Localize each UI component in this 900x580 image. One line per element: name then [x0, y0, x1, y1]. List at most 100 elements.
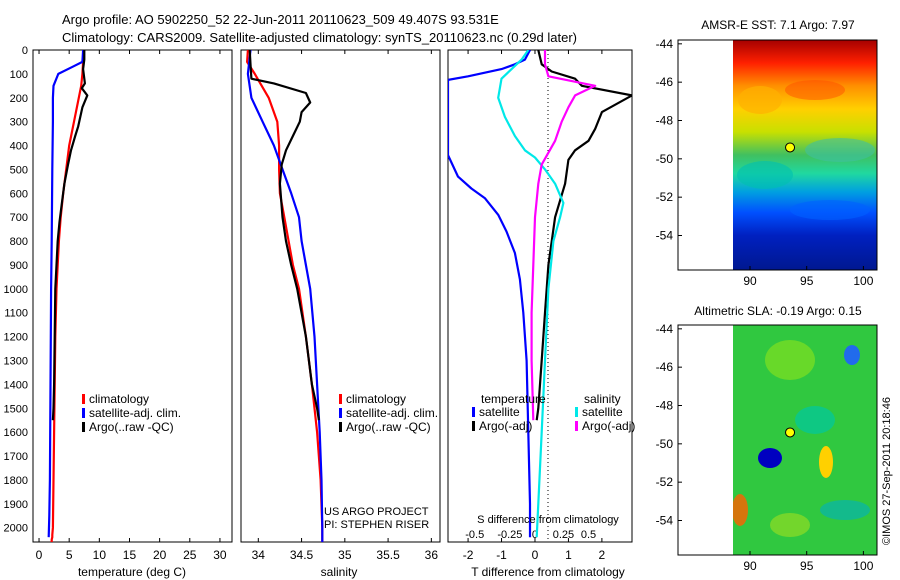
legend-label: satellite-adj. clim. — [346, 406, 438, 420]
sla-blob — [844, 345, 860, 365]
legend-swatch — [575, 421, 578, 431]
x-tick-label: 34.5 — [290, 548, 314, 562]
map-y-tick-label: -44 — [656, 322, 674, 336]
depth-tick-label: 400 — [10, 141, 28, 153]
sla-argo-marker — [785, 427, 796, 438]
sla-map-panel: Altimetric SLA: -0.19 Argo: 0.15 -44-46-… — [656, 304, 878, 573]
x-tick-label: 2 — [599, 548, 606, 562]
legend-swatch — [82, 394, 85, 404]
temperature-series — [47, 50, 89, 542]
series-line-argo — [248, 50, 320, 421]
series-line-climatology — [246, 50, 324, 542]
map-y-tick-label: -50 — [656, 437, 674, 451]
temperature-xlabel: temperature (deg C) — [78, 565, 186, 579]
sla-blob — [758, 448, 782, 468]
salinity-xlabel: salinity — [321, 565, 358, 579]
depth-tick-label: 300 — [10, 117, 28, 129]
sla-blob — [765, 340, 815, 380]
s-tick-label: 0.5 — [581, 529, 596, 541]
map-y-tick-label: -46 — [656, 75, 674, 89]
difference-ticks: -2 -1 0 1 2 -0.5 -0.25 0 0.25 0.5 — [463, 50, 606, 562]
difference-panel: -2 -1 0 1 2-0.5 -0.25 0 0.25 0.5 temperaturesate… — [447, 49, 635, 579]
x-tick-label: 10 — [93, 548, 107, 562]
difference-series — [448, 50, 632, 538]
x-tick-label: -1 — [496, 548, 507, 562]
project-annotation-line-2: PI: STEPHEN RISER — [324, 519, 429, 531]
legend-swatch — [472, 407, 475, 417]
series-line-climatology — [50, 50, 85, 542]
depth-tick-label: 600 — [10, 188, 28, 200]
sst-map-title: AMSR-E SST: 7.1 Argo: 7.97 — [701, 18, 855, 32]
x-tick-label: 36 — [425, 548, 439, 562]
s-tick-label: -0.5 — [465, 529, 484, 541]
s-tick-label: -0.25 — [497, 529, 522, 541]
sla-blob — [733, 494, 748, 526]
legend-title-temperature: temperature — [481, 392, 546, 406]
map-x-tick-label: 100 — [853, 274, 873, 288]
map-y-tick-label: -52 — [656, 475, 674, 489]
legend-label: satellite — [479, 405, 520, 419]
map-y-tick-label: -54 — [656, 229, 674, 243]
sla-map-border — [677, 324, 878, 556]
sst-blob — [737, 161, 793, 189]
sst-map-panel: AMSR-E SST: 7.1 Argo: 7.97 -44-46-48-50-… — [656, 18, 878, 288]
depth-tick-label: 700 — [10, 212, 28, 224]
series-line-satellite-adj-clim- — [246, 50, 324, 542]
sla-heatmap — [733, 325, 877, 555]
series-line-satellite-adj-clim- — [47, 50, 85, 538]
salinity-ticks: 34 34.5 35 35.5 36 — [252, 50, 439, 562]
depth-tick-label: 100 — [10, 69, 28, 81]
legend-label: climatology — [346, 392, 406, 406]
series-line-s-satellite — [497, 50, 565, 538]
credit-text: ©IMOS 27-Sep-2011 20:18:46 — [881, 397, 893, 545]
x-tick-label: 5 — [66, 548, 73, 562]
depth-tick-label: 2000 — [4, 523, 28, 535]
sst-map-axes: -44 -46 -48 -50 -52 -54 90 95 100 — [656, 37, 874, 288]
sla-blob — [819, 446, 833, 478]
depth-axis: 0 100 200 300 400 500 600 700 800 900 1000 1100 1200… — [4, 45, 632, 535]
sla-blob — [820, 500, 870, 520]
depth-tick-label: 1900 — [4, 499, 28, 511]
salinity-panel: 34 34.5 35 35.5 36 climatologysatellite-adj.… — [240, 49, 441, 579]
legend-label: Argo(-adj) — [582, 419, 635, 433]
legend-label: satellite — [582, 405, 623, 419]
project-annotation-line-1: US ARGO PROJECT — [324, 506, 429, 518]
depth-tick-label: 1500 — [4, 403, 28, 415]
map-y-tick-label: -50 — [656, 152, 674, 166]
sst-blob — [790, 200, 870, 220]
sst-blob — [785, 80, 845, 100]
map-y-tick-label: -52 — [656, 190, 674, 204]
depth-tick-label: 0 — [22, 45, 28, 57]
series-line-t-satellite — [448, 50, 532, 538]
x-tick-label: -2 — [463, 548, 474, 562]
sst-map-border — [677, 39, 878, 271]
legend-label: Argo(..raw -QC) — [89, 420, 174, 434]
map-x-tick-label: 90 — [743, 559, 757, 573]
legend-label: climatology — [89, 392, 149, 406]
series-line-s-argo-adj- — [530, 50, 597, 421]
legend-swatch — [339, 394, 342, 404]
sla-blob — [795, 406, 835, 434]
depth-tick-label: 1100 — [4, 308, 28, 320]
salinity-series — [246, 50, 324, 542]
legend-swatch — [82, 422, 85, 432]
map-x-tick-label: 90 — [743, 274, 757, 288]
sla-map-axes: -44 -46 -48 -50 -52 -54 90 95 100 — [656, 322, 874, 573]
difference-legend: temperaturesatelliteArgo(-adj)salinitysa… — [472, 392, 635, 433]
temperature-plot-frame — [32, 49, 233, 543]
depth-tick-label: 1700 — [4, 451, 28, 463]
map-y-tick-label: -44 — [656, 37, 674, 51]
x-tick-label: 30 — [213, 548, 227, 562]
sst-blob — [805, 138, 875, 162]
sst-argo-marker — [785, 142, 796, 153]
depth-tick-label: 1300 — [4, 355, 28, 367]
depth-tick-label: 200 — [10, 93, 28, 105]
map-x-tick-label: 95 — [800, 559, 814, 573]
depth-tick-label: 1400 — [4, 379, 28, 391]
map-x-tick-label: 100 — [853, 559, 873, 573]
x-tick-label: 0 — [532, 548, 539, 562]
depth-tick-label: 800 — [10, 236, 28, 248]
